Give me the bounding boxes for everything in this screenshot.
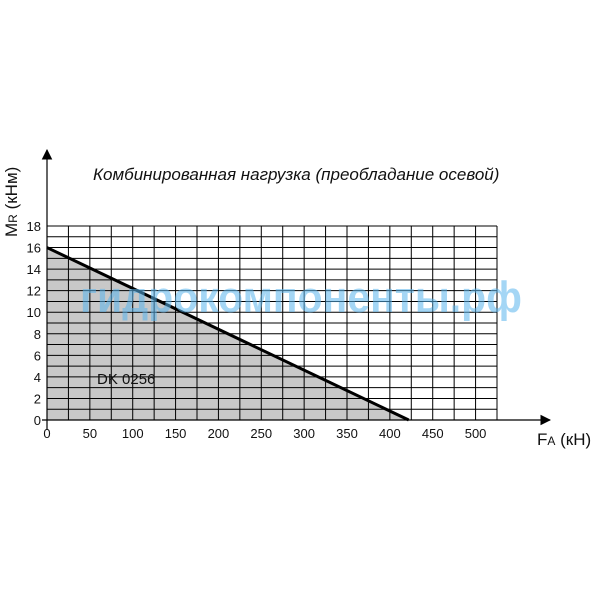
x-tick-label: 200 (208, 426, 230, 441)
watermark-text: гидрокомпоненты.рф (80, 273, 522, 322)
x-tick-label: 100 (122, 426, 144, 441)
x-axis-label-unit: (кН) (555, 430, 591, 449)
x-tick-label: 350 (336, 426, 358, 441)
tick-layer: 0 50 100 150 200 250 300 350 400 450 500 0 2 4 6 8 10 12 1… (27, 219, 487, 441)
series-label: DK 0256 (97, 371, 155, 388)
x-axis-label-sub: A (547, 434, 555, 448)
x-tick-label: 500 (465, 426, 487, 441)
series-line (46, 246, 410, 422)
x-tick-label: 450 (422, 426, 444, 441)
y-tick-label: 12 (27, 284, 41, 299)
x-tick-label: 150 (165, 426, 187, 441)
y-tick-label: 14 (27, 262, 41, 277)
y-tick-label: 8 (34, 327, 41, 342)
y-axis-label-main: M (2, 223, 21, 237)
grid-layer (47, 225, 498, 420)
y-tick-label: 6 (34, 348, 41, 363)
x-tick-label: 0 (43, 426, 50, 441)
x-axis-label-main: F (537, 430, 547, 449)
y-tick-label: 4 (34, 370, 41, 385)
x-tick-label: 50 (83, 426, 97, 441)
y-tick-label: 2 (34, 391, 41, 406)
y-axis-label: MR (кНм) (2, 167, 21, 237)
y-tick-label: 0 (34, 413, 41, 428)
y-axis-label-unit: (кНм) (2, 167, 21, 214)
y-axis-label-sub: R (6, 214, 20, 223)
x-axis-label: FA (кН) (537, 430, 591, 449)
line-layer (46, 246, 410, 422)
y-tick-label: 18 (27, 219, 41, 234)
x-tick-label: 250 (250, 426, 272, 441)
axis-layer (41, 148, 552, 430)
chart-title: Комбинированная нагрузка (преобладание о… (93, 165, 499, 184)
x-tick-label: 300 (293, 426, 315, 441)
y-tick-label: 10 (27, 305, 41, 320)
x-tick-label: 400 (379, 426, 401, 441)
y-tick-label: 16 (27, 241, 41, 256)
